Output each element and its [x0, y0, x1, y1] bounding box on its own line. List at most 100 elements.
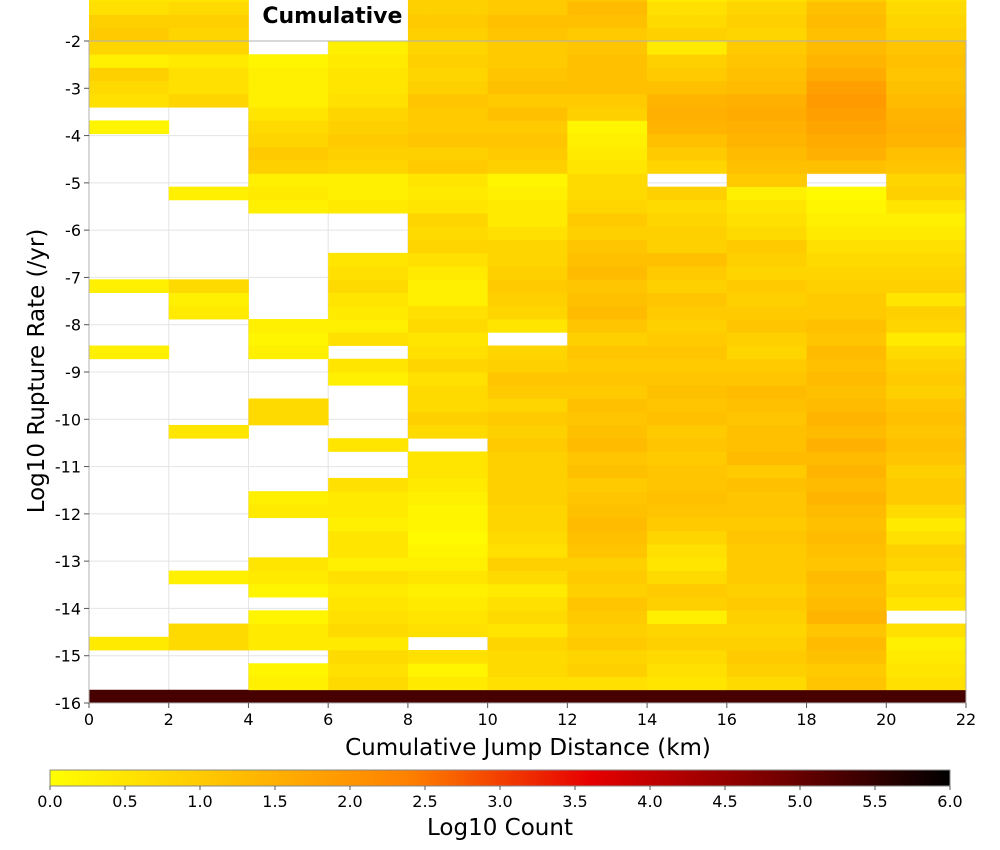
heatmap-cell	[567, 292, 648, 307]
heatmap-cell	[886, 14, 967, 29]
heatmap-cell	[407, 411, 489, 426]
heatmap-cell	[487, 610, 568, 624]
heatmap-cell	[647, 160, 728, 174]
heatmap-cell	[647, 54, 728, 68]
heatmap-cell	[806, 332, 887, 346]
heatmap-cell	[567, 504, 648, 519]
heatmap-cell	[407, 146, 489, 161]
heatmap-cell	[168, 54, 249, 68]
heatmap-cell	[487, 650, 568, 664]
heatmap-cell	[487, 477, 568, 492]
heatmap-cell	[407, 610, 489, 624]
heatmap-cell	[328, 41, 409, 55]
heatmap-cell	[806, 504, 887, 519]
heatmap-cell	[89, 27, 170, 42]
colorbar-tick-label: 0.5	[112, 792, 137, 811]
colorbar-tick-label: 4.0	[637, 792, 662, 811]
heatmap-cell	[487, 252, 568, 267]
heatmap-cell	[647, 266, 728, 280]
heatmap-cell	[168, 424, 249, 439]
heatmap-cell	[328, 689, 409, 704]
heatmap-cell	[567, 173, 648, 188]
heatmap-cell	[487, 80, 568, 95]
heatmap-cell	[487, 93, 568, 108]
heatmap-cell	[487, 27, 568, 42]
heatmap-cell	[726, 358, 807, 373]
y-tick-label: -8	[65, 316, 81, 335]
heatmap-cell	[487, 160, 568, 174]
heatmap-cell	[407, 398, 489, 413]
heatmap-cell	[886, 80, 967, 95]
heatmap-cell	[89, 120, 170, 135]
heatmap-cell	[487, 597, 568, 611]
x-tick-label: 14	[637, 710, 657, 729]
heatmap-cell	[89, 636, 170, 651]
heatmap-cell	[647, 107, 728, 121]
heatmap-cell	[487, 1, 568, 15]
heatmap-cell	[407, 80, 489, 95]
y-tick-label: -10	[55, 410, 81, 429]
heatmap-cell	[168, 623, 249, 638]
heatmap-cell	[567, 464, 648, 479]
heatmap-cell	[567, 146, 648, 161]
heatmap-cell	[647, 491, 728, 505]
heatmap-cell	[647, 213, 728, 227]
heatmap-cell	[886, 93, 967, 108]
heatmap-cell	[487, 173, 568, 188]
heatmap-cell	[487, 504, 568, 519]
heatmap-cell	[487, 372, 568, 386]
heatmap-cell	[89, 67, 170, 82]
heatmap-cell	[328, 597, 409, 611]
heatmap-cell	[248, 146, 329, 161]
heatmap-cell	[407, 252, 489, 267]
heatmap-cell	[806, 583, 887, 598]
heatmap-cell	[806, 305, 887, 320]
heatmap-cell	[886, 319, 967, 333]
heatmap-cell	[647, 319, 728, 333]
heatmap-cell	[487, 583, 568, 598]
heatmap-cell	[806, 530, 887, 545]
heatmap-cell	[806, 266, 887, 280]
heatmap-cell	[886, 372, 967, 386]
y-tick-label: -15	[55, 647, 81, 666]
colorbar-tick-label: 5.5	[862, 792, 887, 811]
heatmap-cell	[89, 689, 170, 704]
colorbar-tick-label: 1.5	[262, 792, 287, 811]
heatmap-cell	[407, 239, 489, 254]
heatmap-cell	[886, 438, 967, 452]
heatmap-cell	[487, 54, 568, 68]
heatmap-cell	[487, 14, 568, 29]
heatmap-cell	[328, 610, 409, 624]
heatmap-cell	[886, 424, 967, 439]
heatmap-cell	[328, 266, 409, 280]
heatmap-cell	[407, 623, 489, 638]
heatmap-cell	[726, 0, 807, 2]
heatmap-cell	[407, 173, 489, 188]
colorbar-tick-label: 1.0	[187, 792, 212, 811]
heatmap-cell	[487, 345, 568, 360]
heatmap-cell	[407, 689, 489, 704]
heatmap-cell	[806, 689, 887, 704]
heatmap-cell	[487, 557, 568, 571]
heatmap-cell	[647, 411, 728, 426]
heatmap-cell	[886, 623, 967, 638]
heatmap-cell	[89, 14, 170, 29]
heatmap-cell	[647, 372, 728, 386]
heatmap-cell	[328, 530, 409, 545]
heatmap-cell	[647, 252, 728, 267]
heatmap-cell	[487, 41, 568, 55]
heatmap-cell	[806, 623, 887, 638]
heatmap-cell	[806, 557, 887, 571]
colorbar-tick-label: 3.0	[487, 792, 512, 811]
heatmap-cell	[487, 676, 568, 691]
heatmap-cell	[567, 411, 648, 426]
heatmap-cell	[647, 504, 728, 519]
heatmap-cell	[726, 146, 807, 161]
heatmap-cell	[407, 372, 489, 386]
heatmap-cell	[328, 438, 409, 452]
heatmap-cell	[89, 345, 170, 360]
heatmap-cell	[726, 517, 807, 532]
heatmap-cell	[726, 623, 807, 638]
heatmap-cell	[726, 252, 807, 267]
heatmap-cell	[248, 583, 329, 598]
